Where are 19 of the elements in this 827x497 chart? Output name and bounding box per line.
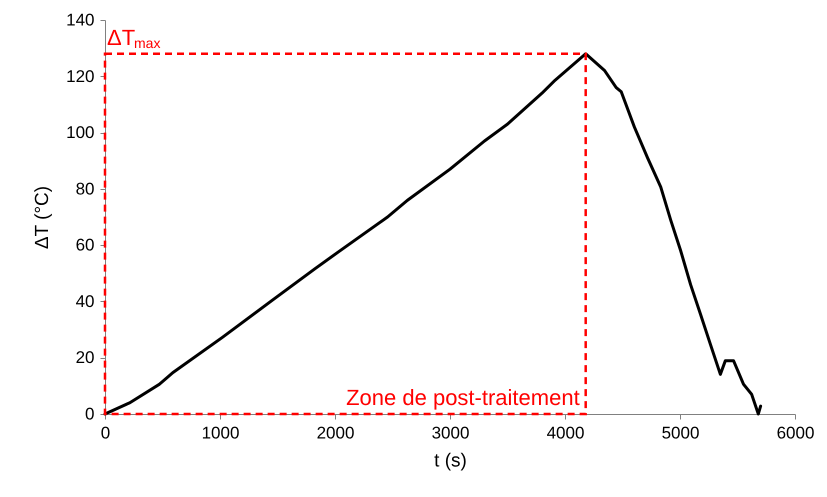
x-tick-label: 6000 bbox=[776, 424, 814, 442]
annotation: Zone de post-traitement bbox=[346, 385, 580, 410]
y-tick-label: 140 bbox=[66, 10, 94, 30]
x-tick-label: 3000 bbox=[432, 424, 470, 442]
y-tick-label: 0 bbox=[85, 404, 94, 424]
y-tick-label: 60 bbox=[76, 236, 94, 255]
y-tick-label: 100 bbox=[66, 123, 94, 142]
x-tick-label: 4000 bbox=[546, 424, 584, 442]
x-tick-label: 2000 bbox=[316, 424, 354, 442]
x-tick-label: 0 bbox=[100, 424, 110, 442]
y-tick-label: 40 bbox=[76, 292, 94, 311]
line-series bbox=[104, 52, 762, 416]
x-axis-title: t (s) bbox=[434, 450, 467, 472]
x-tick-label: 1000 bbox=[202, 424, 240, 442]
y-tick-label: 20 bbox=[76, 348, 94, 368]
y-tick-label: 120 bbox=[66, 66, 94, 86]
y-tick-label: 80 bbox=[76, 179, 94, 198]
y-axis-title: ΔT (°C) bbox=[32, 186, 54, 250]
x-tick-label: 5000 bbox=[662, 424, 700, 442]
